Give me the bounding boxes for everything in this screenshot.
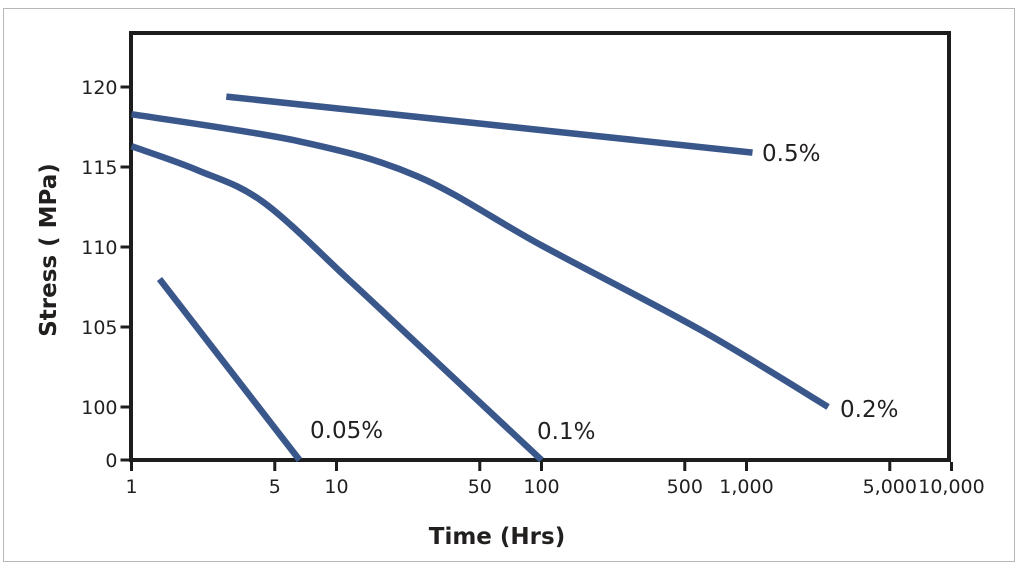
series-label: 0.2% bbox=[840, 397, 898, 423]
series-line-0 bbox=[156, 277, 303, 462]
y-axis-title: Stress ( MPa) bbox=[36, 163, 62, 337]
y-axis-ticks: 0 100 105 110 115 120 bbox=[81, 77, 131, 472]
y-tick-label: 100 bbox=[81, 397, 117, 419]
x-axis-title: Time (Hrs) bbox=[429, 524, 565, 550]
series-line-2 bbox=[130, 110, 830, 410]
x-tick-label: 100 bbox=[523, 476, 559, 498]
figure-border bbox=[3, 8, 1015, 562]
x-tick-label: 10,000 bbox=[918, 476, 984, 498]
series-line-3 bbox=[225, 93, 753, 156]
series-lines bbox=[130, 93, 830, 463]
x-tick-label: 1,000 bbox=[719, 476, 773, 498]
series-line-1 bbox=[130, 143, 544, 463]
x-tick-label: 10 bbox=[324, 476, 348, 498]
y-tick-label: 115 bbox=[81, 157, 117, 179]
x-tick-label: 500 bbox=[667, 476, 703, 498]
x-tick-label: 50 bbox=[468, 476, 492, 498]
y-tick-label: 0 bbox=[105, 450, 117, 472]
y-tick-label: 105 bbox=[81, 317, 117, 339]
series-label: 0.05% bbox=[310, 418, 383, 444]
x-tick-label: 5 bbox=[269, 476, 281, 498]
series-labels: 0.05% 0.1% 0.2% 0.5% bbox=[310, 141, 898, 445]
y-tick-label: 110 bbox=[81, 237, 117, 259]
series-label: 0.5% bbox=[762, 141, 820, 167]
x-tick-label: 5,000 bbox=[863, 476, 917, 498]
x-tick-label: 1 bbox=[125, 476, 137, 498]
x-axis-ticks: 1 5 10 50 100 500 1,000 5,000 10,000 bbox=[125, 462, 985, 498]
series-label: 0.1% bbox=[537, 419, 595, 445]
y-tick-label: 120 bbox=[81, 77, 117, 99]
